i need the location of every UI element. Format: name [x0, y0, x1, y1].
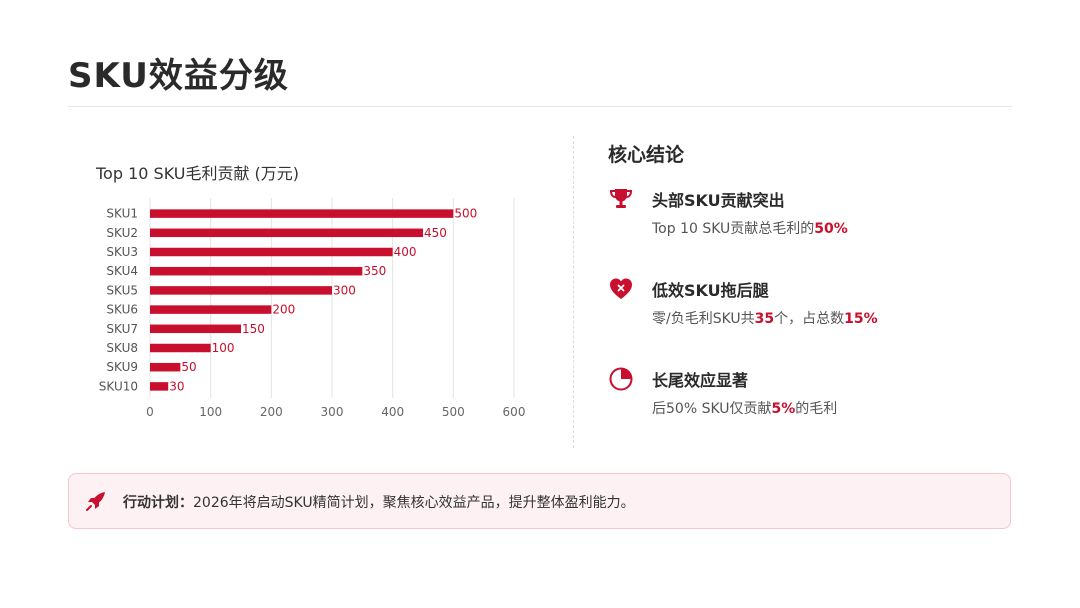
trophy-icon	[609, 189, 633, 208]
data-label: 400	[394, 245, 417, 259]
bar	[150, 324, 241, 334]
data-label: 50	[181, 360, 196, 374]
conclusion-title: 头部SKU贡献突出	[652, 191, 785, 210]
action-plan-banner: 行动计划：2026年将启动SKU精简计划，聚焦核心效益产品，提升整体盈利能力。	[68, 473, 1011, 529]
x-tick-label: 500	[442, 405, 465, 419]
conclusion-title: 低效SKU拖后腿	[652, 281, 769, 300]
conclusions-title: 核心结论	[608, 144, 685, 166]
y-tick-label: SKU2	[106, 226, 138, 240]
conclusion-title: 长尾效应显著	[652, 371, 749, 390]
y-tick-label: SKU7	[106, 322, 138, 336]
data-label: 500	[454, 207, 477, 221]
bar	[150, 362, 181, 372]
action-plan-body: 2026年将启动SKU精简计划，聚焦核心效益产品，提升整体盈利能力。	[193, 495, 635, 511]
rocket-icon	[86, 492, 105, 511]
bar	[150, 228, 423, 238]
bar	[150, 266, 363, 276]
y-tick-label: SKU1	[106, 207, 138, 221]
pie-chart-icon	[609, 367, 633, 391]
broken-heart-icon	[610, 278, 632, 299]
bar-chart: 0 100 200 300 400 500 600 SKU1 500 SKU2 450 SKU3 400…	[99, 198, 526, 419]
bar	[150, 286, 332, 295]
action-plan-text: 行动计划：2026年将启动SKU精简计划，聚焦核心效益产品，提升整体盈利能力。	[123, 492, 635, 512]
x-tick-label: 100	[199, 405, 222, 419]
y-tick-label: SKU8	[106, 341, 138, 355]
conclusion-desc: 零/负毛利SKU共35个，占总数15%	[652, 311, 878, 327]
bar	[150, 247, 393, 257]
bar	[150, 343, 211, 353]
data-label: 100	[212, 341, 235, 355]
bar	[150, 305, 272, 314]
y-tick-label: SKU9	[106, 360, 138, 374]
data-label: 150	[242, 322, 265, 336]
data-label: 300	[333, 283, 356, 297]
bar	[150, 382, 169, 391]
y-tick-label: SKU10	[99, 379, 138, 393]
y-tick-label: SKU4	[106, 264, 138, 278]
bar	[150, 209, 454, 218]
x-tick-label: 400	[381, 405, 404, 419]
chart-title: Top 10 SKU毛利贡献 (万元)	[96, 164, 300, 183]
x-tick-label: 300	[321, 405, 344, 419]
x-tick-label: 600	[503, 405, 526, 419]
action-plan-label: 行动计划：	[123, 495, 193, 511]
data-label: 30	[169, 379, 184, 393]
data-label: 350	[363, 264, 386, 278]
page-title: SKU效益分级	[68, 56, 289, 96]
title-divider	[68, 106, 1012, 107]
data-label: 450	[424, 226, 447, 240]
x-tick-label: 0	[146, 405, 154, 419]
y-tick-label: SKU5	[106, 283, 138, 297]
y-tick-label: SKU3	[106, 245, 138, 259]
section-divider	[573, 136, 574, 448]
data-label: 200	[272, 303, 295, 317]
x-tick-label: 200	[260, 405, 283, 419]
conclusions-panel: 核心结论 头部SKU贡献突出 Top 10 SKU贡献总毛利的50% 低效SKU…	[608, 140, 1028, 417]
y-tick-label: SKU6	[106, 303, 138, 317]
chart-panel: Top 10 SKU毛利贡献 (万元) 0 100 200 300 400 500 600 S…	[90, 150, 550, 440]
conclusion-desc: Top 10 SKU贡献总毛利的50%	[652, 221, 848, 237]
conclusion-desc: 后50% SKU仅贡献5%的毛利	[652, 401, 838, 417]
